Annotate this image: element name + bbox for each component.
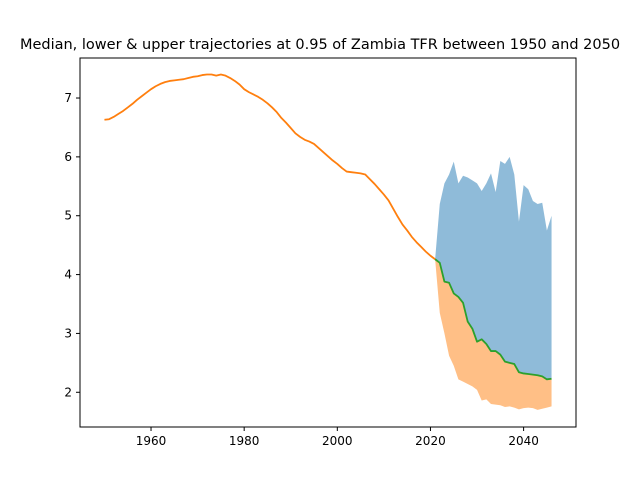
x-axis: 1960 1980 2000 2020 2040: [136, 427, 539, 448]
historical-line: [104, 73, 436, 260]
x-tick-label: 2040: [508, 434, 539, 448]
x-tick-label: 2000: [322, 434, 353, 448]
median-line: [434, 258, 552, 381]
y-tick-label: 4: [64, 268, 72, 282]
plot-area: [104, 73, 552, 410]
upper-band-area: [435, 156, 552, 380]
y-tick-label: 6: [64, 150, 72, 164]
y-axis: 2 3 4 5 6 7: [64, 91, 80, 399]
lower-band-area: [435, 259, 552, 410]
y-tick-label: 7: [64, 91, 72, 105]
axes-frame: [79, 57, 577, 428]
x-tick-label: 1960: [136, 434, 167, 448]
x-tick-label: 1980: [229, 434, 260, 448]
x-tick-label: 2020: [415, 434, 446, 448]
chart-title: Median, lower & upper trajectories at 0.…: [20, 37, 620, 53]
y-tick-label: 2: [64, 385, 72, 399]
y-tick-label: 5: [64, 209, 72, 223]
y-tick-label: 3: [64, 326, 72, 340]
